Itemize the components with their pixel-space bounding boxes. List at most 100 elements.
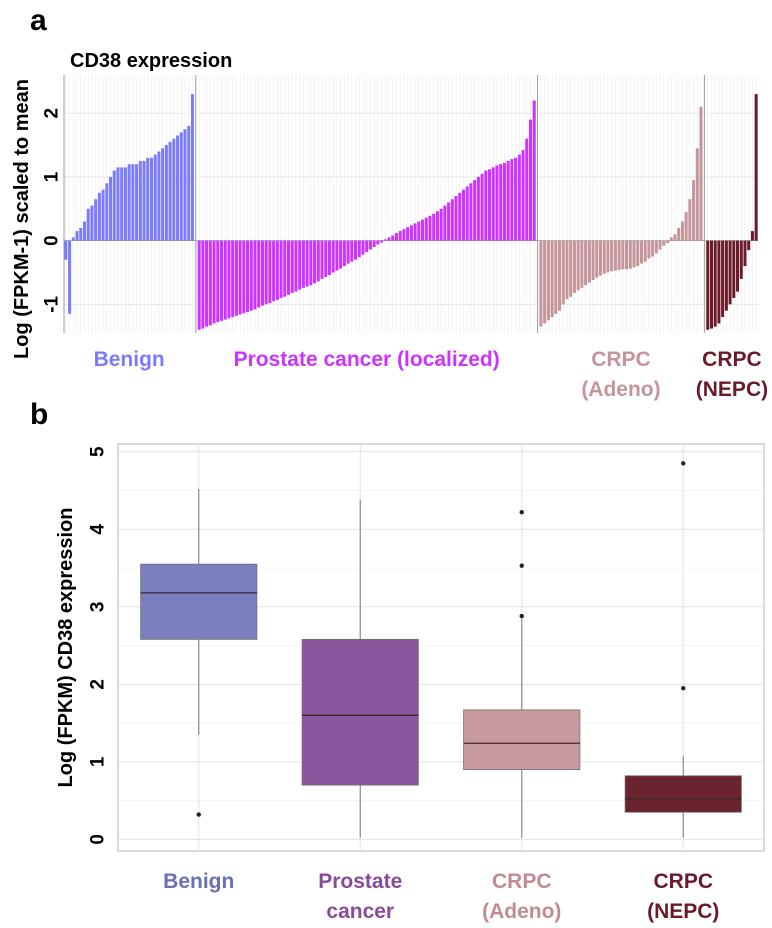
- bar: [495, 165, 499, 241]
- bar: [488, 169, 492, 241]
- bar: [647, 240, 651, 259]
- y-tick-label: 3: [88, 602, 109, 613]
- bar: [465, 186, 469, 241]
- bar: [172, 138, 176, 241]
- bar: [754, 94, 758, 241]
- bar: [424, 217, 428, 241]
- y-tick-label: 0: [42, 235, 63, 246]
- bar: [383, 239, 387, 241]
- bar: [610, 240, 614, 272]
- bar: [71, 237, 75, 241]
- bar: [112, 170, 116, 241]
- bar: [717, 240, 721, 324]
- category-label: Prostate: [318, 870, 402, 893]
- bar: [138, 161, 142, 241]
- bar: [514, 157, 518, 241]
- bar: [517, 154, 521, 241]
- bar: [339, 240, 343, 269]
- panel-b-y-axis-label: Log (FPKM) CD38 expression: [55, 507, 77, 787]
- bar: [673, 234, 677, 241]
- box: [624, 775, 742, 813]
- bar: [750, 231, 754, 241]
- panel-a-bars: [64, 94, 758, 330]
- bar: [732, 240, 736, 298]
- bar: [473, 180, 477, 241]
- bar: [662, 240, 666, 246]
- panel-b-boxes: [140, 461, 742, 838]
- bar: [651, 240, 655, 257]
- panel-b-category-labels: Benign Prostate cancer CRPC (Adeno) CRPC (NEPC…: [163, 870, 719, 923]
- bar: [688, 199, 692, 241]
- bar: [598, 240, 603, 276]
- bar: [484, 170, 488, 241]
- bar: [658, 240, 662, 250]
- bar: [316, 240, 320, 282]
- bar: [469, 183, 473, 241]
- bar: [613, 240, 617, 271]
- bar: [521, 150, 525, 241]
- bar: [454, 196, 458, 241]
- panel-a-plot-area: [64, 75, 758, 333]
- bar: [380, 240, 384, 243]
- bar: [227, 240, 231, 319]
- bar: [179, 132, 183, 241]
- bar: [502, 162, 506, 241]
- bar: [580, 240, 584, 288]
- bar: [428, 215, 432, 241]
- bar: [450, 199, 454, 241]
- bar: [406, 227, 410, 241]
- bar: [602, 240, 606, 274]
- bar: [680, 221, 684, 241]
- bar: [447, 202, 451, 241]
- outlier-point: [519, 613, 524, 619]
- bar: [625, 240, 629, 270]
- bar: [654, 240, 658, 254]
- panel-a-title: CD38 expression: [70, 50, 232, 72]
- bar: [721, 240, 725, 318]
- group-label: (NEPC): [696, 378, 768, 401]
- bar: [587, 240, 591, 283]
- bar: [109, 176, 113, 241]
- bar: [272, 240, 276, 302]
- bar: [713, 240, 717, 327]
- bar: [499, 164, 503, 241]
- bar: [350, 240, 354, 262]
- bar: [275, 240, 279, 300]
- bar: [480, 173, 484, 241]
- bar: [699, 106, 703, 241]
- group-label: CRPC: [702, 348, 762, 371]
- bar: [208, 240, 212, 326]
- group-label: (Adeno): [581, 378, 660, 401]
- bar: [692, 180, 696, 241]
- bar: [298, 240, 302, 290]
- bar: [234, 240, 238, 316]
- bar: [435, 211, 439, 241]
- group-label: Prostate cancer (localized): [234, 348, 500, 371]
- bar: [666, 240, 670, 244]
- bar: [458, 192, 462, 241]
- bar: [576, 240, 580, 291]
- bar: [739, 240, 743, 279]
- bar: [157, 151, 161, 241]
- bar: [606, 240, 610, 273]
- bar: [432, 213, 436, 241]
- bar: [747, 240, 751, 251]
- bar: [528, 119, 533, 241]
- bar: [335, 240, 339, 271]
- bar: [101, 189, 105, 241]
- bar: [413, 223, 417, 241]
- box: [463, 709, 581, 771]
- panel-a-group-labels: Benign Prostate cancer (localized) CRPC (Ad…: [94, 348, 769, 401]
- bar: [558, 240, 562, 311]
- y-tick-label: 1: [88, 756, 109, 767]
- panel-a-y-ticks: -1 0 1 2: [42, 108, 63, 313]
- bar: [443, 205, 447, 241]
- bar: [116, 167, 120, 241]
- category-label: (Adeno): [482, 900, 561, 923]
- bar: [142, 161, 146, 241]
- bar: [257, 240, 261, 308]
- y-tick-label: 2: [88, 679, 109, 690]
- outlier-point: [681, 461, 686, 466]
- bar: [569, 240, 573, 297]
- bar: [190, 94, 194, 241]
